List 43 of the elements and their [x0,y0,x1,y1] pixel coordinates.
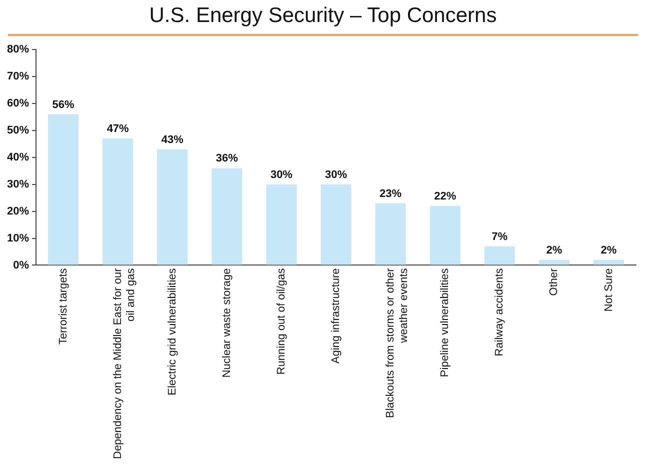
bar [538,260,570,265]
bar [157,149,188,265]
data-label: 23% [380,188,402,200]
data-label: 43% [161,134,184,146]
bar [484,246,515,265]
x-tick-label: Railway accidents [494,268,506,356]
x-tick-label: Running out of oil/gas [275,268,288,375]
bar [102,138,134,265]
y-tick-label: 0% [13,259,30,272]
data-label: 36% [216,152,238,165]
y-tick-label: 30% [6,178,30,190]
x-tick-label: Electric grid vulnerabilities [166,268,178,396]
data-label: 47% [106,123,130,136]
y-tick-label: 40% [6,151,30,164]
data-label: 2% [546,244,562,256]
data-label: 2% [600,244,617,256]
x-tick-label: Nuclear waste storage [220,268,233,378]
bar [266,184,297,265]
y-tick-label: 80% [6,44,30,56]
x-tick-label: Not Sure [602,268,615,312]
bar [593,260,624,265]
bar [430,206,460,265]
x-tick-label: Other [548,268,560,296]
bar [212,168,242,265]
y-tick-label: 50% [6,124,30,136]
chart-title: U.S. Energy Security – Top Concerns [148,4,498,28]
y-tick-label: 60% [6,98,30,110]
bar [375,203,406,265]
data-label: 56% [52,98,75,111]
y-tick-label: 20% [6,205,30,218]
x-tick-label: Aging infrastructure [330,268,342,364]
bar [320,184,352,265]
y-tick-label: 70% [6,70,30,83]
x-tick-label: Terrorist targets [57,268,70,345]
x-tick-label: Pipeline vulnerabilities [439,268,452,378]
y-tick-label: 10% [6,232,30,244]
data-label: 30% [324,168,348,181]
data-label: 22% [434,190,456,202]
data-label: 7% [492,230,508,243]
bar [48,114,79,265]
data-label: 30% [270,168,293,181]
x-tick-label: Dependency on the Middle East for our oil and gas [112,268,138,459]
x-tick-label: Blackouts from storms or other weather events [384,268,410,418]
